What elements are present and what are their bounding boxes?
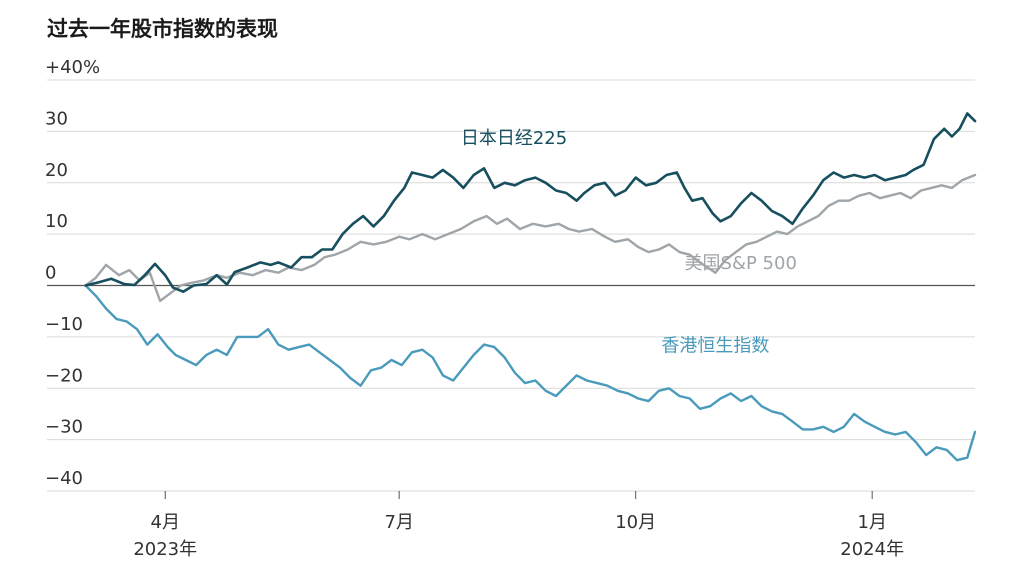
- y-tick-label: −10: [45, 314, 83, 335]
- y-tick-label: −40: [45, 468, 83, 489]
- hang-seng-label: 香港恒生指数: [661, 335, 769, 356]
- sp500-label: 美国S&P 500: [685, 253, 797, 274]
- y-tick-label: −30: [45, 417, 83, 438]
- y-tick-label: +40%: [45, 57, 100, 78]
- hang-seng-line: [84, 284, 977, 462]
- x-tick-year-label: 2024年: [840, 539, 904, 560]
- tick-layer: +40% 30 20 10 0 −10 −20 −30 −40 4月 2023年 7月 10月 1月 202…: [45, 57, 904, 560]
- x-tick-label: 7月: [384, 512, 413, 533]
- y-tick-label: 30: [45, 108, 68, 129]
- nikkei-line: [84, 112, 977, 293]
- sp500-line: [84, 173, 977, 303]
- chart-title: 过去一年股市指数的表现: [47, 17, 278, 41]
- y-tick-label: 20: [45, 160, 68, 181]
- y-tick-label: 10: [45, 211, 68, 232]
- x-tick-year-label: 2023年: [133, 539, 197, 560]
- series-layer: [84, 112, 977, 462]
- x-tick-label: 1月: [857, 512, 886, 533]
- label-layer: 日本日经225 美国S&P 500 香港恒生指数: [461, 128, 797, 356]
- x-tick-label: 10月: [615, 512, 656, 533]
- y-tick-label: 0: [45, 263, 56, 284]
- x-tick-label: 4月: [151, 512, 180, 533]
- nikkei-label: 日本日经225: [461, 128, 567, 149]
- y-tick-label: −20: [45, 365, 83, 386]
